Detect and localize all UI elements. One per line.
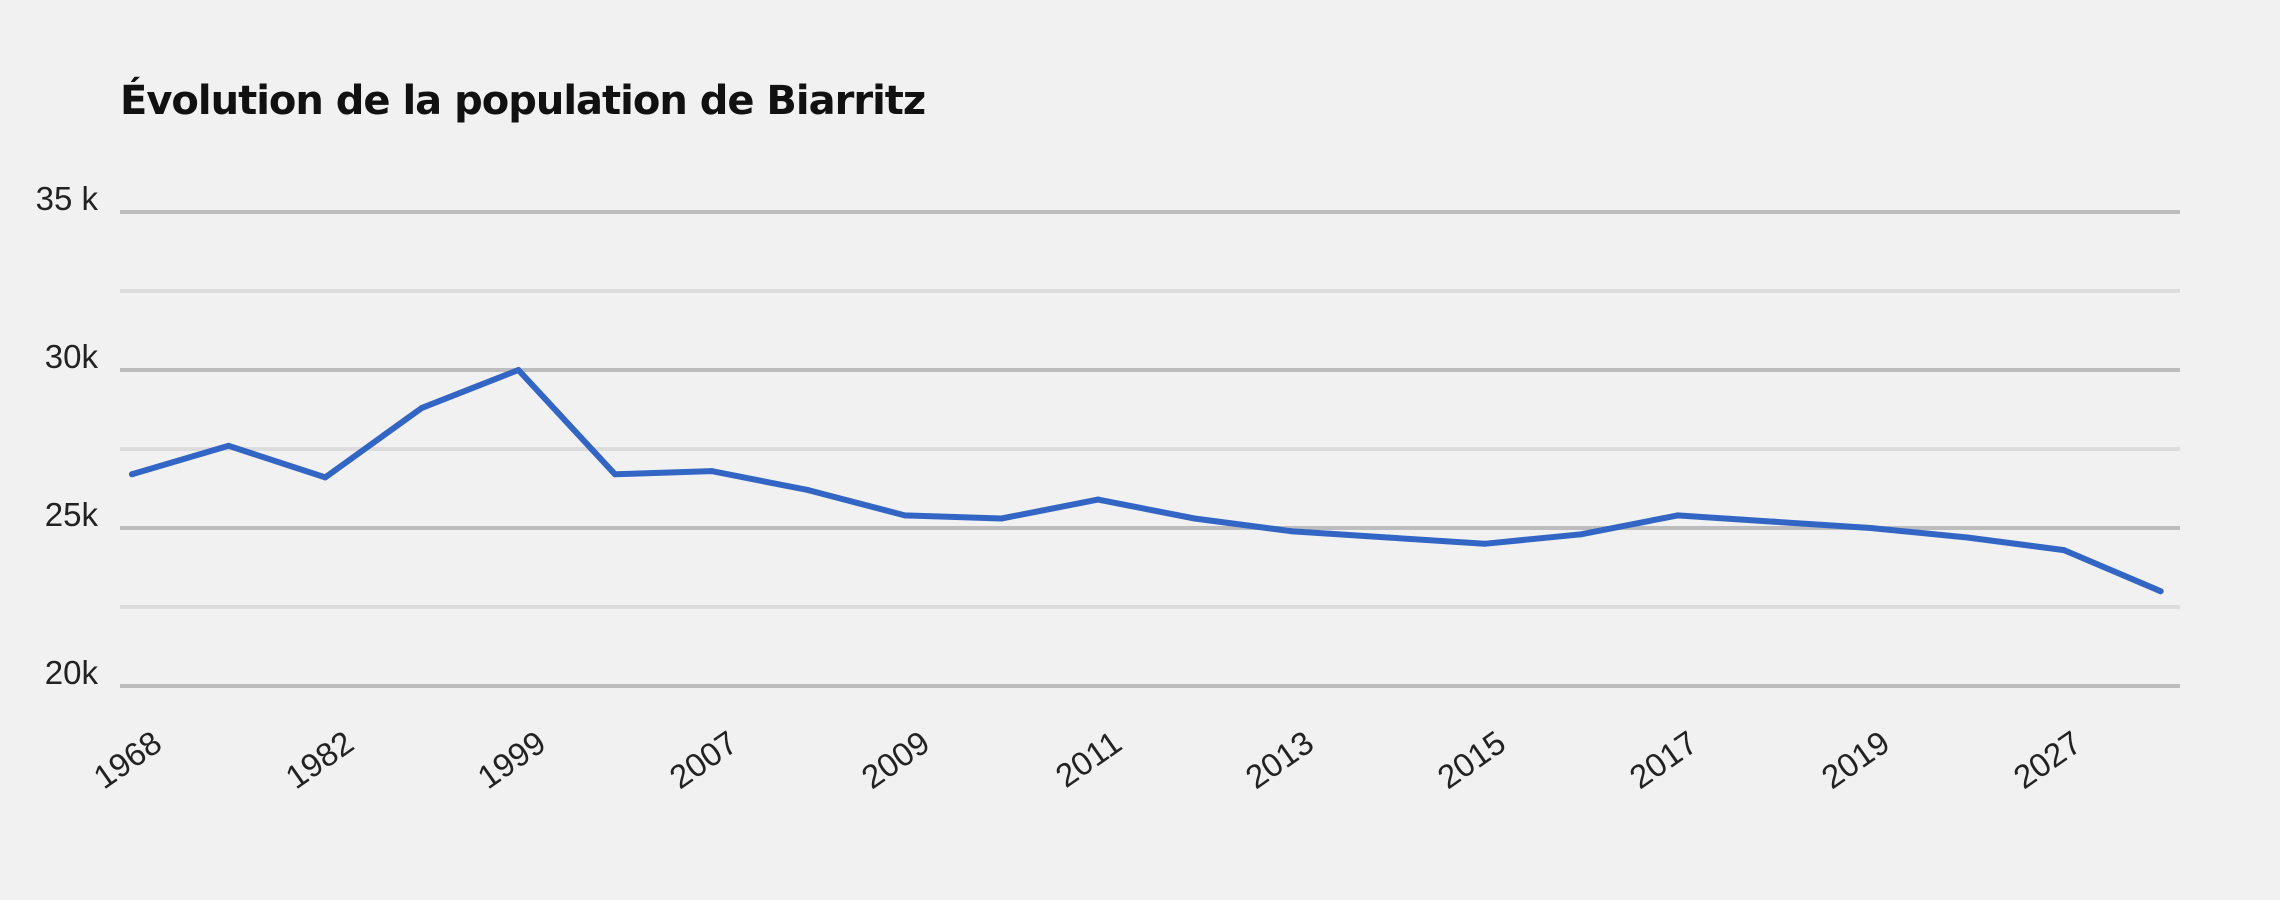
y-tick-label: 20k — [45, 654, 99, 691]
data-point — [322, 474, 329, 481]
data-point — [225, 442, 232, 449]
data-point — [1964, 534, 1971, 541]
gridlines — [120, 210, 2180, 688]
x-tick-label: 2013 — [1239, 723, 1320, 795]
x-tick-label: 2015 — [1431, 723, 1512, 795]
data-point — [1288, 528, 1295, 535]
series-line — [129, 367, 2164, 595]
data-point — [1384, 534, 1391, 541]
data-point — [901, 512, 908, 519]
data-point — [1578, 531, 1584, 538]
data-point — [1674, 512, 1681, 519]
y-tick-label: 30k — [45, 338, 99, 375]
data-point — [1867, 525, 1874, 531]
data-point — [2061, 547, 2067, 554]
x-tick-label: 1968 — [87, 723, 168, 795]
data-point — [418, 404, 425, 411]
data-point — [708, 468, 715, 475]
data-point — [1191, 515, 1198, 522]
data-point — [998, 515, 1005, 522]
chart-title: Évolution de la population de Biarritz — [120, 78, 926, 124]
series-layer — [129, 367, 2164, 595]
data-point — [515, 367, 522, 373]
y-tick-label: 25k — [45, 496, 99, 533]
data-point — [129, 471, 135, 478]
data-point — [1481, 540, 1488, 547]
data-point — [805, 487, 812, 494]
y-axis: 35 k 30k 25k 20k — [36, 180, 99, 691]
x-tick-label: 2007 — [663, 723, 744, 795]
x-tick-label: 2027 — [2007, 723, 2088, 795]
data-point — [1771, 518, 1778, 525]
x-axis: 1968 1982 1999 2007 2009 2011 2013 2015 2017 2019… — [87, 723, 2088, 795]
y-tick-label: 35 k — [36, 180, 99, 217]
data-point — [612, 471, 618, 478]
x-tick-label: 1982 — [279, 723, 360, 795]
x-tick-label: 2011 — [1049, 723, 1128, 794]
x-tick-label: 1999 — [471, 723, 552, 795]
x-tick-label: 2019 — [1815, 723, 1896, 795]
data-point — [2157, 588, 2164, 595]
x-tick-label: 2017 — [1623, 723, 1704, 795]
data-point — [1095, 496, 1101, 503]
x-tick-label: 2009 — [855, 723, 936, 795]
